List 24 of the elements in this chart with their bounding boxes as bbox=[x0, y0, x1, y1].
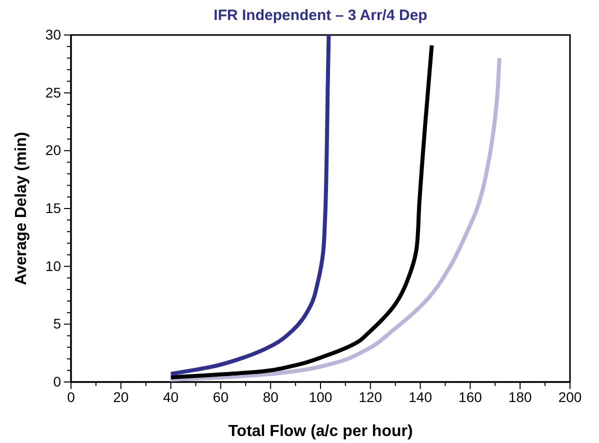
x-tick-label: 0 bbox=[67, 388, 76, 405]
x-tick-label: 80 bbox=[262, 388, 279, 405]
x-tick-label: 60 bbox=[212, 388, 229, 405]
x-axis-title: Total Flow (a/c per hour) bbox=[228, 423, 413, 440]
x-tick-label: 40 bbox=[163, 388, 179, 405]
line-series bbox=[168, 56, 502, 382]
x-tick-label: 120 bbox=[358, 388, 382, 405]
x-tick-label: 20 bbox=[113, 388, 129, 405]
y-tick-label: 25 bbox=[45, 84, 62, 100]
line-series bbox=[168, 33, 331, 376]
line-series bbox=[168, 43, 434, 380]
x-tick-label: 100 bbox=[308, 388, 332, 405]
y-tick-label: 15 bbox=[45, 200, 62, 216]
x-tick-label: 180 bbox=[508, 388, 532, 405]
y-tick-label: 0 bbox=[53, 373, 62, 390]
y-axis-title: Average Delay (min) bbox=[13, 132, 30, 286]
y-tick-label: 10 bbox=[45, 258, 62, 274]
y-tick-label: 30 bbox=[45, 26, 62, 42]
y-tick-label: 5 bbox=[53, 316, 62, 332]
x-tick-label: 200 bbox=[558, 388, 582, 405]
chart-title: IFR Independent – 3 Arr/4 Dep bbox=[214, 7, 428, 24]
x-tick-label: 160 bbox=[458, 388, 482, 405]
x-tick-label: 140 bbox=[408, 388, 432, 405]
y-tick-label: 20 bbox=[45, 142, 62, 158]
